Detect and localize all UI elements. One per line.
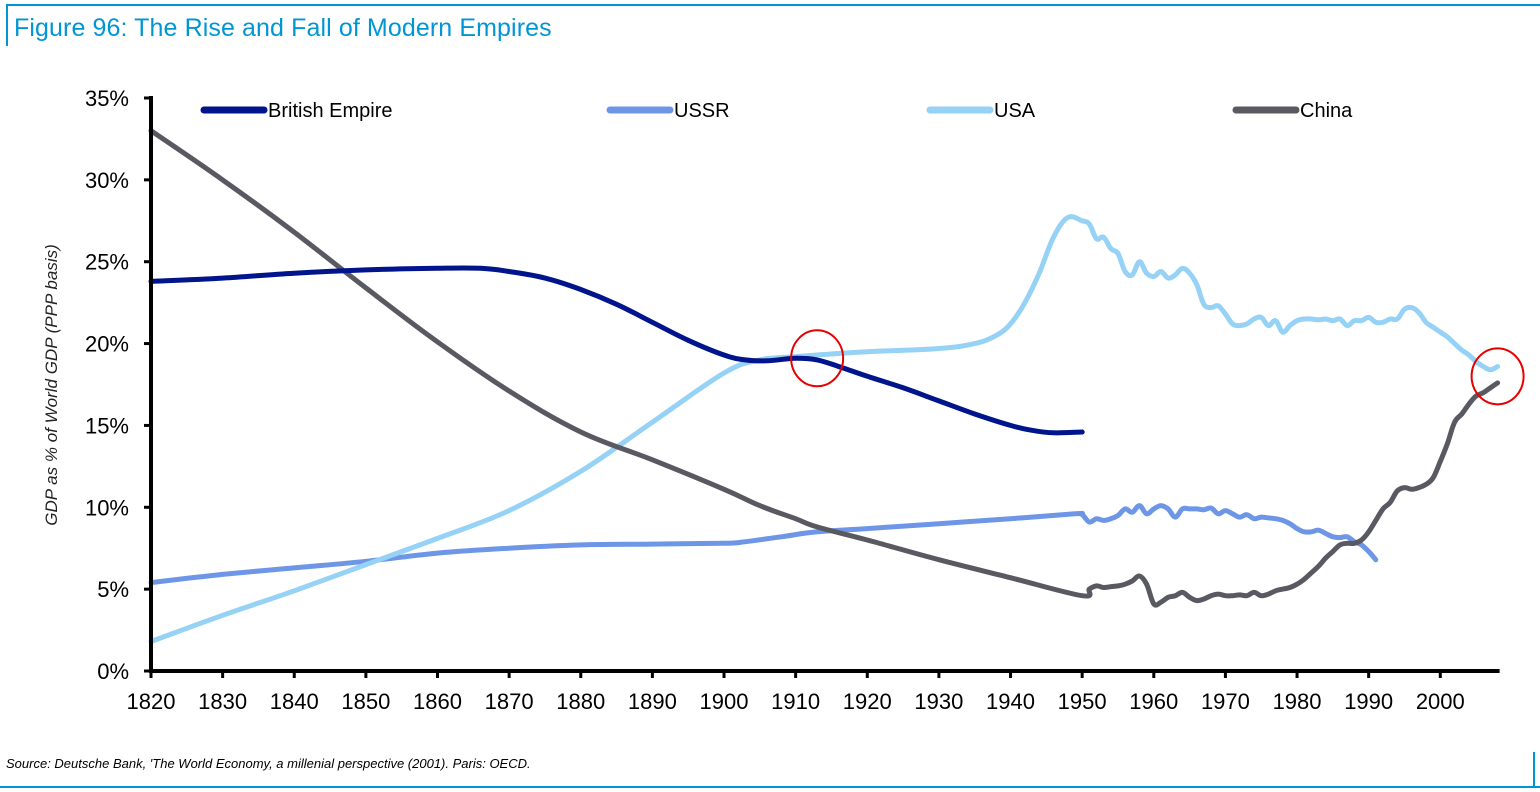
series-line-china bbox=[148, 128, 1501, 608]
annotation-circle-2 bbox=[1470, 347, 1525, 406]
legend-item-british-empire: British Empire bbox=[200, 100, 392, 122]
legend-label: USA bbox=[994, 100, 1036, 122]
y-tick-label: 5% bbox=[97, 577, 129, 602]
x-tick-label: 1920 bbox=[843, 689, 892, 714]
x-tick-label: 1980 bbox=[1273, 689, 1322, 714]
x-tick-label: 1960 bbox=[1129, 689, 1178, 714]
y-tick-label: 10% bbox=[85, 495, 129, 520]
y-tick-label: 35% bbox=[85, 86, 129, 111]
series-line-british-empire bbox=[148, 265, 1085, 436]
x-tick-label: 1910 bbox=[771, 689, 820, 714]
y-tick-label: 20% bbox=[85, 332, 129, 357]
series-layer bbox=[148, 128, 1501, 644]
x-tick-label: 1950 bbox=[1058, 689, 1107, 714]
y-tick-label: 0% bbox=[97, 659, 129, 684]
x-tick-label: 1990 bbox=[1344, 689, 1393, 714]
x-tick-label: 1820 bbox=[127, 689, 176, 714]
x-tick-label: 1900 bbox=[700, 689, 749, 714]
legend-item-usa: USA bbox=[926, 100, 1036, 122]
series-line-usa bbox=[148, 214, 1501, 644]
y-tick-label: 15% bbox=[85, 413, 129, 438]
x-tick-label: 1930 bbox=[914, 689, 963, 714]
bottom-rule bbox=[0, 786, 1540, 788]
y-tick-label: 30% bbox=[85, 168, 129, 193]
axes: 0% 5% 10% 15% 20% 25% 30% 35% 1820 1830 1840 1850 18… bbox=[85, 86, 1500, 714]
legend: British Empire USSR USA China bbox=[200, 100, 1353, 122]
legend-label: China bbox=[1300, 100, 1353, 122]
title-accent-bar bbox=[6, 4, 8, 46]
legend-label: USSR bbox=[674, 100, 730, 122]
series-line-ussr bbox=[148, 503, 1379, 586]
x-tick-label: 1940 bbox=[986, 689, 1035, 714]
x-tick-label: 1840 bbox=[270, 689, 319, 714]
bottom-accent-bar bbox=[1533, 752, 1535, 788]
x-tick-label: 1830 bbox=[198, 689, 247, 714]
annotation-circle-1 bbox=[790, 329, 845, 388]
x-tick-label: 1890 bbox=[628, 689, 677, 714]
x-tick-label: 1860 bbox=[413, 689, 462, 714]
legend-item-china: China bbox=[1232, 100, 1353, 122]
annotation-layer bbox=[790, 329, 1525, 406]
x-tick-label: 2000 bbox=[1416, 689, 1465, 714]
x-tick-label: 1970 bbox=[1201, 689, 1250, 714]
top-rule bbox=[6, 4, 1540, 6]
legend-item-ussr: USSR bbox=[606, 100, 730, 122]
source-note: Source: Deutsche Bank, 'The World Econom… bbox=[6, 756, 531, 771]
x-tick-label: 1880 bbox=[556, 689, 605, 714]
x-tick-label: 1870 bbox=[485, 689, 534, 714]
figure-title: Figure 96: The Rise and Fall of Modern E… bbox=[14, 14, 552, 42]
legend-label: British Empire bbox=[268, 100, 392, 122]
y-tick-label: 25% bbox=[85, 250, 129, 275]
x-tick-label: 1850 bbox=[341, 689, 390, 714]
